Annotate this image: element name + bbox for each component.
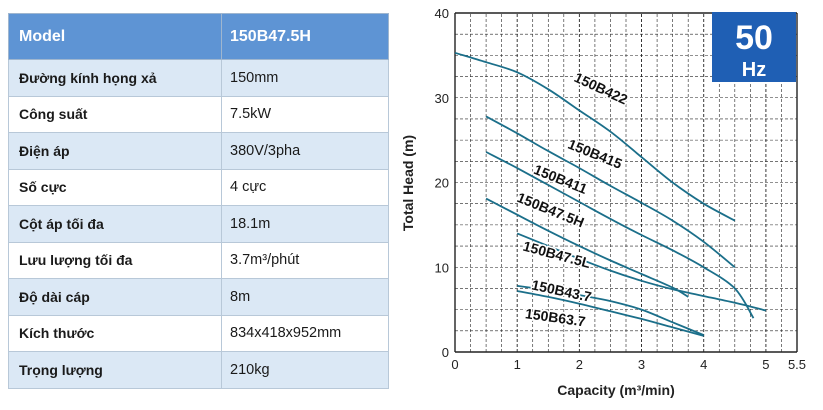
spec-row: Lưu lượng tối đa 3.7m³/phút	[8, 241, 389, 279]
series-line	[454, 51, 736, 222]
spec-label: Độ dài cáp	[8, 278, 222, 316]
series-label: 150B47.5L	[521, 238, 592, 271]
series-line	[517, 290, 704, 337]
series-label: 150B63.7	[524, 305, 587, 329]
y-tick-label: 10	[435, 260, 449, 275]
spec-table: Model 150B47.5H Đường kính họng xả 150mm…	[8, 13, 389, 389]
series-line	[517, 285, 705, 336]
series-label: 150B422	[572, 69, 630, 108]
y-tick-label: 30	[435, 91, 449, 106]
spec-row: Số cực 4 cực	[8, 168, 389, 206]
spec-label: Công suất	[8, 95, 222, 133]
spec-label: Điện áp	[8, 132, 222, 170]
frequency-badge-unit: Hz	[742, 59, 766, 81]
spec-value: 3.7m³/phút	[221, 241, 389, 279]
spec-label: Lưu lượng tối đa	[8, 241, 222, 279]
spec-header-label: Model	[8, 13, 222, 60]
frequency-badge-value: 50	[735, 19, 773, 57]
spec-header-value: 150B47.5H	[221, 13, 389, 60]
chart-curves	[454, 51, 767, 337]
spec-label: Số cực	[8, 168, 222, 206]
x-tick-label: 5	[762, 357, 769, 372]
series-line	[485, 197, 689, 298]
spec-row: Kích thước 834x418x952mm	[8, 314, 389, 352]
spec-value: 150mm	[221, 59, 389, 97]
spec-row: Độ dài cáp 8m	[8, 278, 389, 316]
spec-label: Trọng lượng	[8, 351, 222, 389]
y-tick-label: 20	[435, 176, 449, 191]
x-axis-title: Capacity (m³/min)	[557, 382, 674, 398]
x-tick-label: 1	[514, 357, 521, 372]
spec-row: Trọng lượng 210kg	[8, 351, 389, 389]
spec-header-row: Model 150B47.5H	[8, 13, 389, 60]
spec-value: 210kg	[221, 351, 389, 389]
series-label: 150B47.5H	[515, 189, 587, 230]
spec-label: Kích thước	[8, 314, 222, 352]
spec-value: 834x418x952mm	[221, 314, 389, 352]
y-tick-label: 40	[435, 6, 449, 21]
series-line	[516, 232, 767, 312]
spec-row: Đường kính họng xả 150mm	[8, 59, 389, 97]
frequency-badge: 50 Hz	[712, 12, 796, 82]
series-line	[485, 115, 736, 268]
series-line	[485, 151, 755, 319]
spec-value: 18.1m	[221, 205, 389, 243]
x-tick-label: 0	[451, 357, 458, 372]
chart-axes: 0 1 2 3 4 5 5.5 0 10 20 30 40	[435, 6, 807, 372]
x-tick-label: 2	[576, 357, 583, 372]
x-tick-label: 5.5	[788, 357, 806, 372]
spec-value: 4 cực	[221, 168, 389, 206]
spec-value: 7.5kW	[221, 95, 389, 133]
spec-value: 8m	[221, 278, 389, 316]
x-tick-label: 3	[638, 357, 645, 372]
spec-row: Cột áp tối đa 18.1m	[8, 205, 389, 243]
x-tick-label: 4	[700, 357, 707, 372]
frequency-badge-box	[712, 12, 796, 82]
spec-row: Điện áp 380V/3pha	[8, 132, 389, 170]
y-axis-title: Total Head (m)	[400, 135, 416, 231]
spec-row: Công suất 7.5kW	[8, 95, 389, 133]
y-tick-label: 0	[442, 345, 449, 360]
